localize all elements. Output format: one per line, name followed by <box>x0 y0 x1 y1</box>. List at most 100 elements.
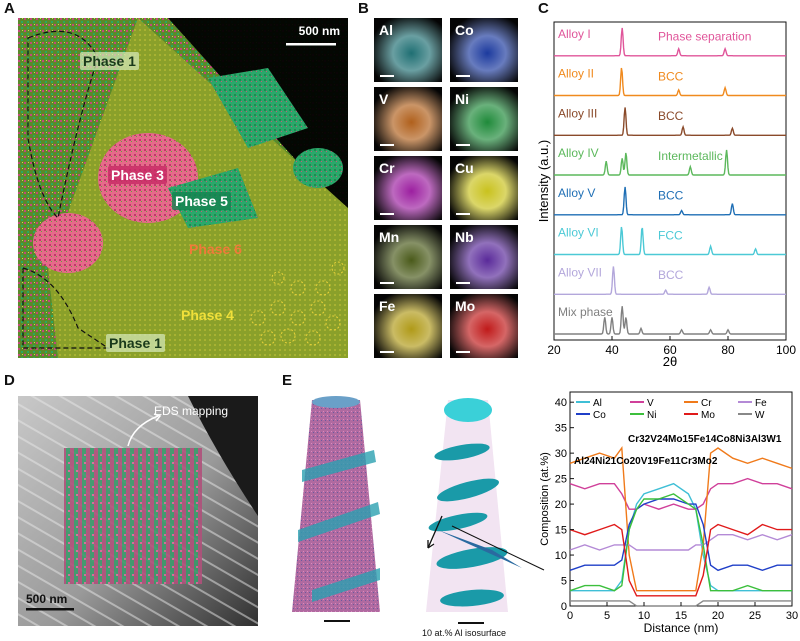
composition-y-axis-label: Composition (at.%) <box>540 452 551 546</box>
element-map-scalebar <box>380 351 394 353</box>
xrd-series-line <box>554 27 786 57</box>
element-map-co: Co <box>450 18 518 82</box>
xrd-series-label: Alloy V <box>558 186 595 200</box>
composition-label-right: Cr32V24Mo15Fe14Co8Ni3Al3W1 <box>628 434 782 445</box>
panel-c-xrd-chart: Alloy I Phase separation Alloy II BCC Alloy … <box>538 21 796 366</box>
composition-series-line <box>569 498 792 572</box>
composition-y-tick-label: 15 <box>555 525 567 537</box>
composition-series-line <box>569 523 792 597</box>
legend-entry: Mo <box>701 410 715 421</box>
element-map-v: V <box>374 87 442 151</box>
composition-label-left: Al24Ni21Co20V19Fe11Cr3Mo2 <box>574 456 718 467</box>
phase-5-label: Phase 5 <box>172 192 231 210</box>
composition-x-tick-label: 25 <box>749 610 761 622</box>
element-map-label: Mo <box>455 298 476 314</box>
xrd-phase-annotation: BCC <box>658 189 684 203</box>
element-map-label: Co <box>455 22 474 38</box>
legend-entry: V <box>647 398 654 409</box>
xrd-series-label: Mix phase <box>558 305 613 319</box>
eds-mapping-label: EDS mapping <box>154 404 229 418</box>
xrd-series-line <box>554 149 786 176</box>
panel-b-element-maps: Al Co V Ni Cr Cu Mn Nb Fe Mo <box>374 18 520 360</box>
panel-a-eds-map: 500 nm Phase 1 Phase 3 Phase 5 Phase 6 P… <box>18 18 348 358</box>
xrd-y-axis-label: Intensity (a.u.) <box>538 140 551 222</box>
apt-tips <box>292 396 545 624</box>
xrd-series-label: Alloy II <box>558 67 594 81</box>
element-map-scalebar <box>456 144 470 146</box>
composition-x-tick-label: 5 <box>604 610 610 622</box>
element-map-ni: Ni <box>450 87 518 151</box>
legend-entry: Cr <box>701 398 712 409</box>
element-map-scalebar <box>456 213 470 215</box>
composition-x-tick-label: 0 <box>567 610 573 622</box>
xrd-x-tick-label: 40 <box>605 343 619 357</box>
legend-entry: Al <box>593 398 602 409</box>
composition-y-tick-label: 0 <box>561 601 567 613</box>
xrd-phase-annotation: BCC <box>658 69 684 83</box>
element-map-scalebar <box>456 282 470 284</box>
panel-label-d: D <box>4 372 15 389</box>
element-map-mn: Mn <box>374 225 442 289</box>
xrd-phase-annotation: Intermetallic <box>658 149 723 163</box>
xrd-x-tick-label: 80 <box>721 343 735 357</box>
xrd-phase-annotation: FCC <box>658 228 683 242</box>
element-map-label: Cu <box>455 160 474 176</box>
xrd-x-axis-label: 2θ <box>663 354 677 366</box>
legend-entry: W <box>755 410 765 421</box>
phase-6-label: Phase 6 <box>189 241 242 257</box>
xrd-series-label: Alloy III <box>558 106 597 120</box>
panel-e-apt-reconstruction: 10 at.% Al isosurface <box>282 390 550 640</box>
xrd-phase-annotation: BCC <box>658 268 684 282</box>
composition-x-tick-label: 20 <box>712 610 724 622</box>
element-map-label: V <box>379 91 389 107</box>
xrd-series-line <box>554 107 786 136</box>
element-map-label: Mn <box>379 229 400 245</box>
phase-3-label: Phase 3 <box>108 166 167 184</box>
xrd-x-tick-label: 20 <box>547 343 561 357</box>
panel-a-scalebar: 500 nm <box>298 24 340 38</box>
element-map-label: Cr <box>379 160 395 176</box>
composition-series-line <box>569 446 793 592</box>
element-map-label: Nb <box>455 229 474 245</box>
composition-x-tick-label: 10 <box>638 610 650 622</box>
composition-y-tick-label: 5 <box>561 576 567 588</box>
composition-y-tick-label: 25 <box>555 474 567 486</box>
xrd-series-label: Alloy I <box>558 27 591 41</box>
element-map-label: Fe <box>379 298 396 314</box>
element-map-scalebar <box>380 213 394 215</box>
legend-entry: Fe <box>755 398 767 409</box>
panel-e-composition-chart: Al V Cr Fe Co Ni Mo W Al24Ni21Co20V19Fe11Cr3Mo2 C… <box>540 391 798 635</box>
sem-texture <box>18 396 258 626</box>
element-map-mo: Mo <box>450 294 518 358</box>
xrd-x-tick-label: 100 <box>776 343 796 357</box>
xrd-series-line <box>554 67 786 97</box>
xrd-phase-annotation: Phase separation <box>658 30 751 44</box>
composition-y-tick-label: 20 <box>555 499 567 511</box>
isosurface-label: 10 at.% Al isosurface <box>422 628 507 638</box>
legend-entry: Ni <box>647 410 656 421</box>
element-map-nb: Nb <box>450 225 518 289</box>
xrd-phase-annotation: BCC <box>658 109 684 123</box>
legend-entry: Co <box>593 410 606 421</box>
xrd-series-line <box>554 306 786 335</box>
phase-1-label-bottom: Phase 1 <box>106 334 165 352</box>
panel-label-c: C <box>538 0 549 17</box>
eds-phase-map <box>18 18 348 358</box>
xrd-series-label: Alloy VII <box>558 265 602 279</box>
composition-series-line <box>569 477 793 510</box>
element-map-fe: Fe <box>374 294 442 358</box>
xrd-series-label: Alloy VI <box>558 226 599 240</box>
composition-x-tick-label: 15 <box>675 610 687 622</box>
xrd-series-line <box>554 266 786 295</box>
composition-series-line <box>569 493 792 592</box>
element-map-scalebar <box>456 75 470 77</box>
panel-d-scalebar: 500 nm <box>26 592 68 606</box>
panel-label-e: E <box>282 372 293 389</box>
composition-x-axis-label: Distance (nm) <box>644 621 719 635</box>
composition-y-tick-label: 40 <box>555 397 567 409</box>
element-map-scalebar <box>380 144 394 146</box>
panel-label-b: B <box>358 0 369 17</box>
element-map-al: Al <box>374 18 442 82</box>
panel-d-sem-image: EDS mapping 500 nm <box>18 396 258 626</box>
xrd-series-line <box>554 186 786 216</box>
